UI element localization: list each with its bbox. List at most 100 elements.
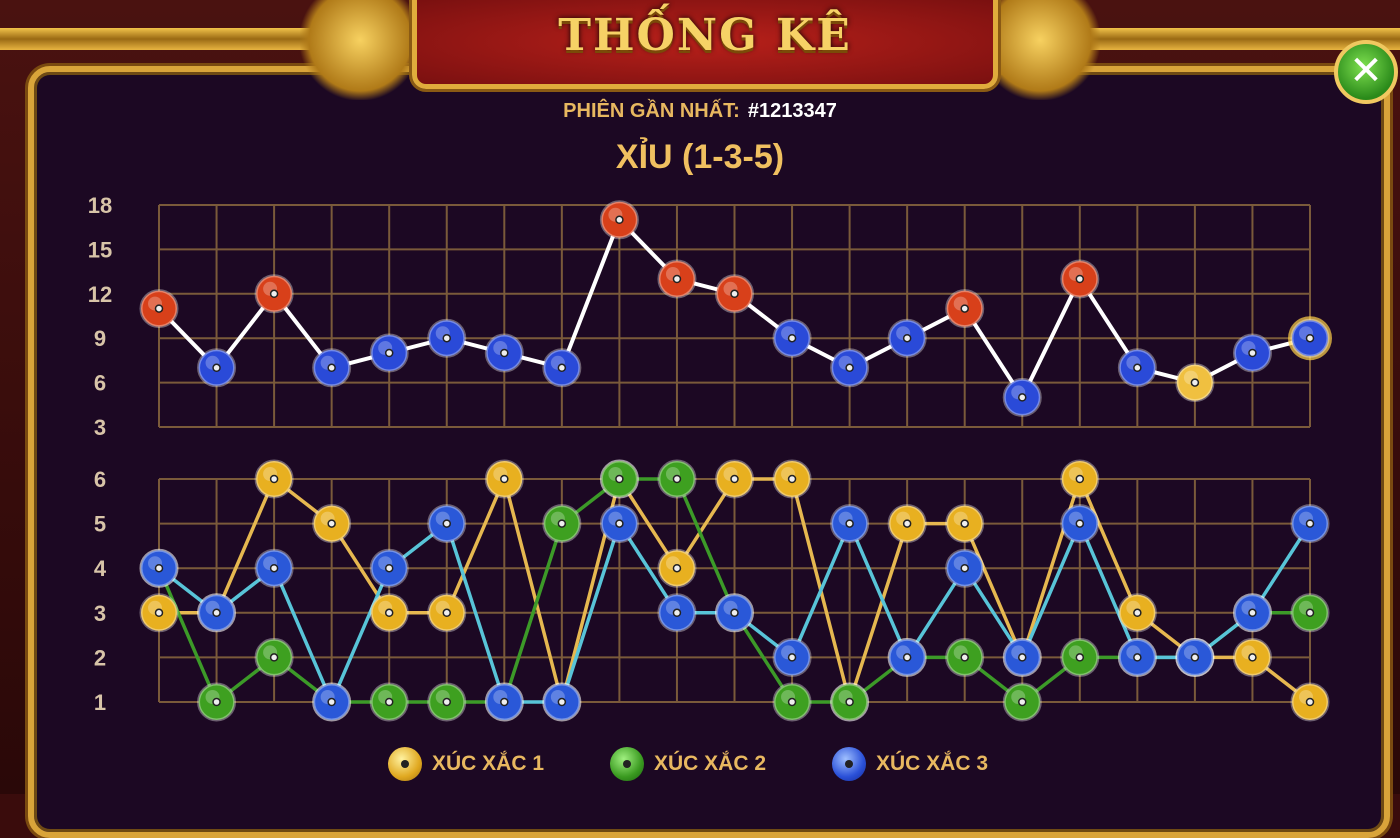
dice-1-point — [1060, 459, 1100, 499]
session-label: PHIÊN GẦN NHẤT: — [563, 100, 740, 122]
statistics-charts: 18 15 12 9 6 3 6 5 4 3 2 1 — [88, 193, 1332, 722]
dice-2-point — [657, 459, 697, 499]
left-ornament — [300, 0, 420, 100]
dice-3-point — [657, 593, 697, 633]
dice-1-point — [772, 459, 812, 499]
y-tick-label: 15 — [88, 237, 112, 262]
sum-point-xiu — [772, 318, 812, 358]
dice-3-point — [1232, 593, 1272, 633]
dice-2-point — [369, 682, 409, 722]
sum-point-xiu — [830, 348, 870, 388]
legend-dice-1: XÚC XẮC 1 — [388, 744, 544, 784]
sum-point-xiu — [887, 318, 927, 358]
y-tick-label: 4 — [94, 556, 107, 581]
legend-label: XÚC XẮC 1 — [432, 752, 545, 775]
dice-2-point — [1290, 593, 1330, 633]
dice-3-point — [945, 548, 985, 588]
dice-3-point — [599, 504, 639, 544]
dice-1-point — [484, 459, 524, 499]
dice-3-point — [1117, 637, 1157, 677]
dice-2-icon — [610, 747, 644, 781]
dice-1-point — [887, 504, 927, 544]
y-tick-label: 12 — [88, 282, 112, 307]
page-title: THỐNG KÊ — [558, 10, 852, 61]
dice-3-point — [312, 682, 352, 722]
dice-1-point — [1117, 593, 1157, 633]
dice-3-point — [427, 504, 467, 544]
y-tick-label: 6 — [94, 371, 106, 396]
dice-1-icon — [388, 747, 422, 781]
session-number: #1213347 — [747, 100, 837, 122]
sum-point-tai — [1060, 259, 1100, 299]
dice-3-point — [254, 548, 294, 588]
y-tick-label: 1 — [94, 690, 106, 715]
dice-2-point — [427, 682, 467, 722]
sum-point-xiu — [1117, 348, 1157, 388]
dice-3-point — [830, 504, 870, 544]
dice-chart: 6 5 4 3 2 1 — [94, 459, 1330, 722]
latest-result: XỈU (1-3-5) — [615, 138, 785, 176]
sum-point-tai — [599, 200, 639, 240]
y-tick-label: 6 — [94, 467, 106, 492]
sum-point-xiu — [542, 348, 582, 388]
legend-dice-3: XÚC XẮC 3 — [832, 744, 988, 784]
y-tick-label: 3 — [94, 415, 106, 440]
legend-dice-2: XÚC XẮC 2 — [610, 744, 766, 784]
dice-1-point — [369, 593, 409, 633]
y-tick-label: 18 — [88, 193, 112, 218]
dice-3-point — [715, 593, 754, 633]
sum-point-triple — [1175, 363, 1215, 403]
right-ornament — [980, 0, 1100, 100]
dice-1-point — [1290, 682, 1330, 722]
dice-2-point — [599, 459, 639, 499]
dice-1-point — [945, 504, 985, 544]
dice-3-point — [887, 637, 927, 677]
dice-2-point — [254, 637, 294, 677]
y-tick-label: 9 — [94, 326, 106, 351]
sum-point-xiu — [312, 348, 352, 388]
dice-2-point — [1002, 682, 1042, 722]
sum-point-tai — [254, 274, 294, 314]
dice-1-point — [427, 593, 467, 633]
dice-3-point — [1002, 637, 1042, 677]
dice-2-point — [197, 682, 237, 722]
dice-3-point — [772, 637, 812, 677]
sum-point-xiu — [369, 333, 409, 373]
sum-point-xiu — [427, 318, 467, 358]
sum-point-xiu — [197, 348, 237, 388]
dice-3-icon — [832, 747, 866, 781]
sum-point-tai — [715, 274, 754, 314]
dice-2-point — [542, 504, 582, 544]
dice-2-point — [830, 682, 870, 722]
dice-1-point — [1232, 637, 1272, 677]
latest-session: PHIÊN GẦN NHẤT: #1213347 — [0, 100, 1400, 123]
title-banner: THỐNG KÊ — [412, 0, 998, 89]
dice-1-point — [254, 459, 294, 499]
y-tick-label: 2 — [94, 645, 106, 670]
dice-3-point — [197, 593, 237, 633]
y-tick-label: 5 — [94, 512, 106, 537]
y-tick-label: 3 — [94, 601, 106, 626]
dice-2-point — [1060, 637, 1100, 677]
sum-chart: 18 15 12 9 6 3 — [88, 193, 1332, 440]
dice-3-point — [139, 548, 179, 588]
sum-point-xiu — [1232, 333, 1272, 373]
sum-point-tai — [657, 259, 697, 299]
dice-1-point — [657, 548, 697, 588]
dice-3-point — [369, 548, 409, 588]
close-button[interactable]: ✕ — [1334, 40, 1398, 104]
dice-3-point — [1060, 504, 1100, 544]
dice-3-point — [1290, 504, 1330, 544]
legend-label: XÚC XẮC 2 — [654, 752, 767, 775]
dice-2-point — [772, 682, 812, 722]
dice-3-point — [1175, 637, 1215, 677]
sum-point-tai — [139, 289, 179, 329]
stats-panel — [28, 66, 1390, 838]
legend-label: XÚC XẮC 3 — [876, 752, 989, 775]
dice-1-point — [312, 504, 352, 544]
dice-3-point — [542, 682, 582, 722]
dice-2-point — [945, 637, 985, 677]
sum-point-xiu — [484, 333, 524, 373]
sum-point-xiu — [1002, 377, 1042, 417]
sum-point-xiu — [1288, 316, 1332, 361]
